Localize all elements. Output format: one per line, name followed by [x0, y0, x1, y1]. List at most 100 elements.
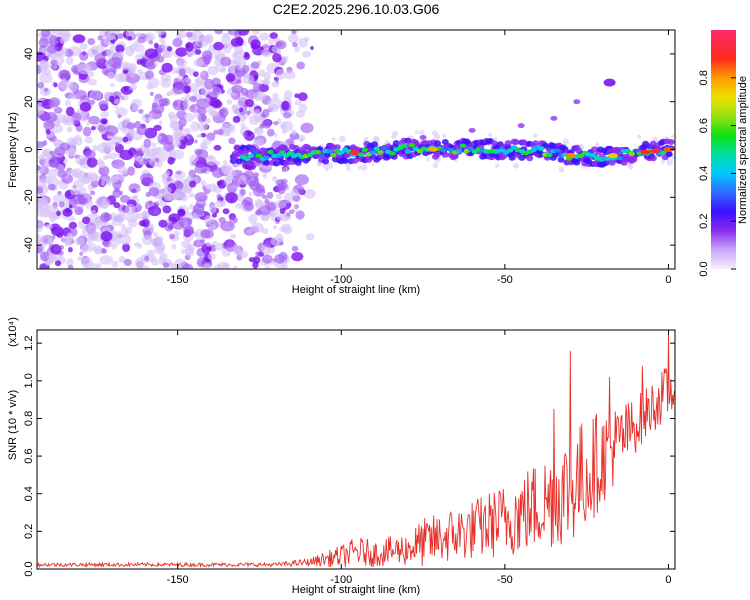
- noise-blob: [97, 124, 106, 133]
- noise-blob: [214, 30, 223, 35]
- noise-blob: [294, 100, 302, 106]
- noise-blob: [79, 51, 89, 61]
- noise-blob: [67, 137, 76, 147]
- band-halo: [357, 165, 362, 170]
- noise-blob: [104, 212, 110, 218]
- noise-blob: [250, 222, 264, 233]
- noise-blob: [118, 256, 126, 263]
- noise-blob: [178, 125, 184, 131]
- noise-blob: [213, 129, 218, 135]
- noise-blob: [268, 37, 275, 45]
- noise-blob: [297, 92, 308, 101]
- noise-blob: [119, 61, 132, 71]
- noise-blob: [118, 234, 132, 245]
- noise-blob: [155, 200, 162, 206]
- noise-blob: [266, 128, 275, 137]
- noise-blob: [134, 257, 145, 269]
- noise-blob: [167, 261, 175, 269]
- noise-blob: [108, 243, 113, 248]
- noise-blob: [222, 160, 228, 165]
- noise-blob: [182, 105, 190, 111]
- x-tick-label: -50: [497, 274, 513, 286]
- noise-blob: [39, 208, 52, 218]
- noise-blob: [163, 141, 175, 152]
- band-core: [243, 156, 251, 161]
- noise-blob: [185, 31, 193, 38]
- noise-blob: [206, 241, 212, 247]
- noise-blob: [127, 166, 136, 176]
- streak-blob: [550, 115, 558, 121]
- band-core: [455, 148, 463, 153]
- noise-blob: [273, 225, 278, 230]
- noise-blob: [48, 97, 61, 108]
- noise-field: [37, 30, 675, 269]
- noise-blob: [279, 227, 286, 232]
- noise-blob: [282, 226, 293, 235]
- noise-blob: [141, 113, 154, 122]
- noise-blob: [211, 167, 224, 179]
- noise-blob: [107, 134, 113, 140]
- noise-blob: [162, 205, 172, 214]
- band-halo: [533, 133, 538, 139]
- noise-blob: [82, 216, 91, 225]
- noise-blob: [37, 178, 48, 188]
- noise-blob: [262, 42, 270, 51]
- noise-blob: [47, 168, 58, 179]
- noise-blob: [47, 183, 56, 191]
- noise-blob: [285, 138, 295, 146]
- noise-blob: [214, 166, 219, 171]
- noise-blob: [111, 212, 117, 217]
- band-halo: [671, 134, 675, 138]
- noise-blob: [259, 32, 270, 41]
- noise-blob: [276, 215, 284, 221]
- noise-blob: [181, 193, 188, 202]
- noise-blob: [175, 47, 188, 57]
- noise-blob: [251, 48, 257, 54]
- noise-blob: [264, 198, 270, 205]
- band-halo: [324, 167, 329, 172]
- noise-blob: [240, 188, 246, 196]
- noise-blob: [127, 68, 136, 78]
- band-halo: [513, 162, 519, 169]
- noise-blob: [91, 126, 96, 131]
- band-halo: [363, 136, 369, 142]
- y-tick-label: 0.0: [23, 561, 35, 576]
- noise-blob: [151, 142, 157, 148]
- noise-blob: [47, 238, 54, 245]
- noise-blob: [200, 229, 214, 239]
- noise-blob: [289, 132, 300, 140]
- noise-blob: [149, 91, 154, 97]
- noise-blob: [62, 208, 73, 217]
- noise-blob: [252, 83, 263, 93]
- noise-blob: [276, 49, 282, 55]
- band-core: [251, 150, 259, 155]
- noise-blob: [136, 187, 141, 193]
- noise-blob: [169, 114, 178, 123]
- band-hotspot: [427, 146, 438, 152]
- noise-blob: [120, 195, 130, 203]
- noise-blob: [47, 253, 57, 263]
- x-tick-label: -100: [330, 574, 352, 586]
- noise-blob: [158, 219, 168, 228]
- band-hotspot: [607, 153, 618, 159]
- noise-blob: [132, 152, 138, 159]
- colorbar-tick-label: 0.2: [698, 214, 710, 229]
- noise-blob: [195, 76, 204, 86]
- noise-blob: [208, 204, 217, 214]
- noise-blob: [248, 191, 253, 197]
- noise-blob: [235, 203, 243, 209]
- noise-blob: [281, 100, 290, 111]
- noise-blob: [58, 201, 65, 208]
- noise-blob: [243, 53, 251, 60]
- noise-blob: [226, 98, 233, 105]
- noise-blob: [101, 141, 108, 149]
- noise-blob: [117, 33, 124, 39]
- band-blob: [465, 140, 473, 147]
- noise-blob: [85, 149, 96, 159]
- noise-blob: [67, 264, 74, 269]
- y-tick-label: -20: [23, 189, 35, 205]
- noise-blob: [49, 160, 58, 168]
- band-core: [369, 150, 376, 155]
- noise-blob: [262, 51, 269, 56]
- noise-blob: [44, 223, 53, 230]
